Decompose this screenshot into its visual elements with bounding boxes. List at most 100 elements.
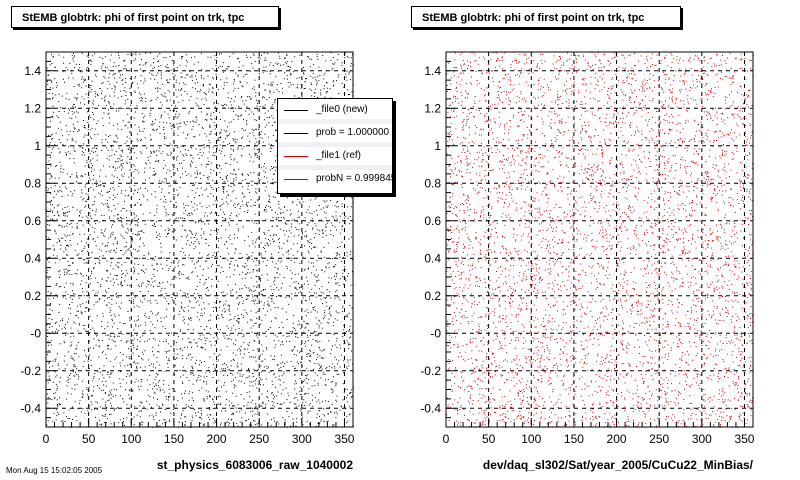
- data-point: [120, 281, 122, 283]
- data-point: [330, 222, 332, 224]
- data-point: [325, 296, 327, 298]
- data-point: [54, 231, 56, 233]
- data-point: [72, 357, 74, 359]
- data-point: [300, 408, 302, 410]
- data-point: [90, 278, 92, 280]
- data-point: [252, 356, 254, 358]
- data-point: [200, 89, 202, 91]
- data-point: [256, 378, 257, 380]
- data-point: [203, 376, 205, 378]
- data-point: [64, 213, 66, 215]
- data-point: [348, 312, 350, 314]
- data-point: [167, 233, 169, 234]
- data-point: [282, 327, 284, 329]
- data-point: [209, 419, 211, 420]
- data-point: [206, 206, 208, 208]
- data-point: [65, 249, 67, 251]
- data-point: [318, 347, 320, 349]
- data-point: [90, 215, 91, 217]
- data-point: [209, 356, 211, 358]
- data-point: [194, 267, 196, 269]
- data-point: [96, 335, 98, 337]
- data-point: [153, 286, 154, 288]
- data-point: [160, 317, 162, 319]
- data-point: [260, 254, 262, 256]
- data-point: [138, 249, 140, 251]
- data-point: [160, 411, 161, 413]
- data-point: [141, 402, 143, 404]
- data-point: [321, 269, 323, 271]
- data-point: [349, 325, 351, 327]
- data-point: [72, 284, 74, 286]
- data-point: [191, 76, 193, 78]
- data-point: [77, 131, 79, 132]
- data-point: [168, 71, 170, 73]
- data-point: [65, 240, 67, 242]
- data-point: [210, 113, 212, 115]
- data-point: [48, 188, 50, 190]
- data-point: [164, 92, 166, 94]
- data-point: [243, 76, 245, 78]
- data-point: [147, 157, 149, 159]
- data-point: [316, 417, 318, 419]
- data-point: [272, 238, 274, 240]
- data-point: [108, 250, 110, 252]
- data-point: [156, 361, 158, 363]
- data-point: [207, 75, 209, 77]
- data-point: [169, 143, 171, 145]
- data-point: [195, 78, 197, 80]
- data-point: [82, 365, 84, 367]
- data-point: [308, 360, 310, 362]
- data-point: [247, 188, 249, 190]
- data-point: [227, 309, 229, 311]
- data-point: [65, 273, 67, 275]
- data-point: [281, 87, 283, 89]
- data-point: [222, 211, 224, 213]
- data-point: [220, 136, 222, 138]
- data-point: [93, 376, 95, 378]
- data-point: [135, 52, 137, 54]
- data-point: [202, 334, 204, 336]
- data-point: [66, 364, 68, 366]
- data-point: [104, 56, 106, 58]
- data-point: [185, 54, 187, 56]
- data-point: [233, 83, 235, 85]
- data-point: [65, 291, 67, 293]
- data-point: [173, 345, 175, 347]
- data-point: [229, 404, 230, 406]
- data-point: [207, 255, 209, 257]
- data-point: [280, 296, 282, 298]
- data-point: [78, 323, 80, 325]
- data-point: [274, 307, 276, 309]
- data-point: [307, 334, 308, 336]
- data-point: [210, 172, 212, 174]
- data-point: [234, 158, 236, 160]
- data-point: [231, 402, 233, 404]
- data-point: [210, 314, 212, 316]
- data-point: [305, 78, 306, 80]
- data-point: [228, 184, 229, 186]
- data-point: [276, 213, 278, 215]
- data-point: [209, 147, 210, 149]
- data-point: [231, 327, 233, 329]
- data-point: [322, 232, 324, 234]
- data-point: [117, 158, 119, 160]
- data-point: [206, 326, 207, 328]
- data-point: [111, 155, 113, 157]
- data-point: [183, 318, 185, 320]
- data-point: [158, 344, 159, 346]
- data-point: [214, 155, 216, 156]
- data-point: [160, 77, 162, 79]
- data-point: [72, 232, 74, 234]
- data-point: [186, 358, 188, 360]
- data-point: [136, 251, 138, 252]
- data-point: [223, 189, 225, 191]
- data-point: [343, 372, 345, 374]
- data-point: [146, 61, 148, 63]
- data-point: [332, 57, 334, 58]
- data-point: [275, 160, 276, 162]
- data-point: [122, 333, 124, 335]
- data-point: [170, 176, 172, 178]
- data-point: [247, 185, 249, 187]
- data-point: [305, 315, 307, 317]
